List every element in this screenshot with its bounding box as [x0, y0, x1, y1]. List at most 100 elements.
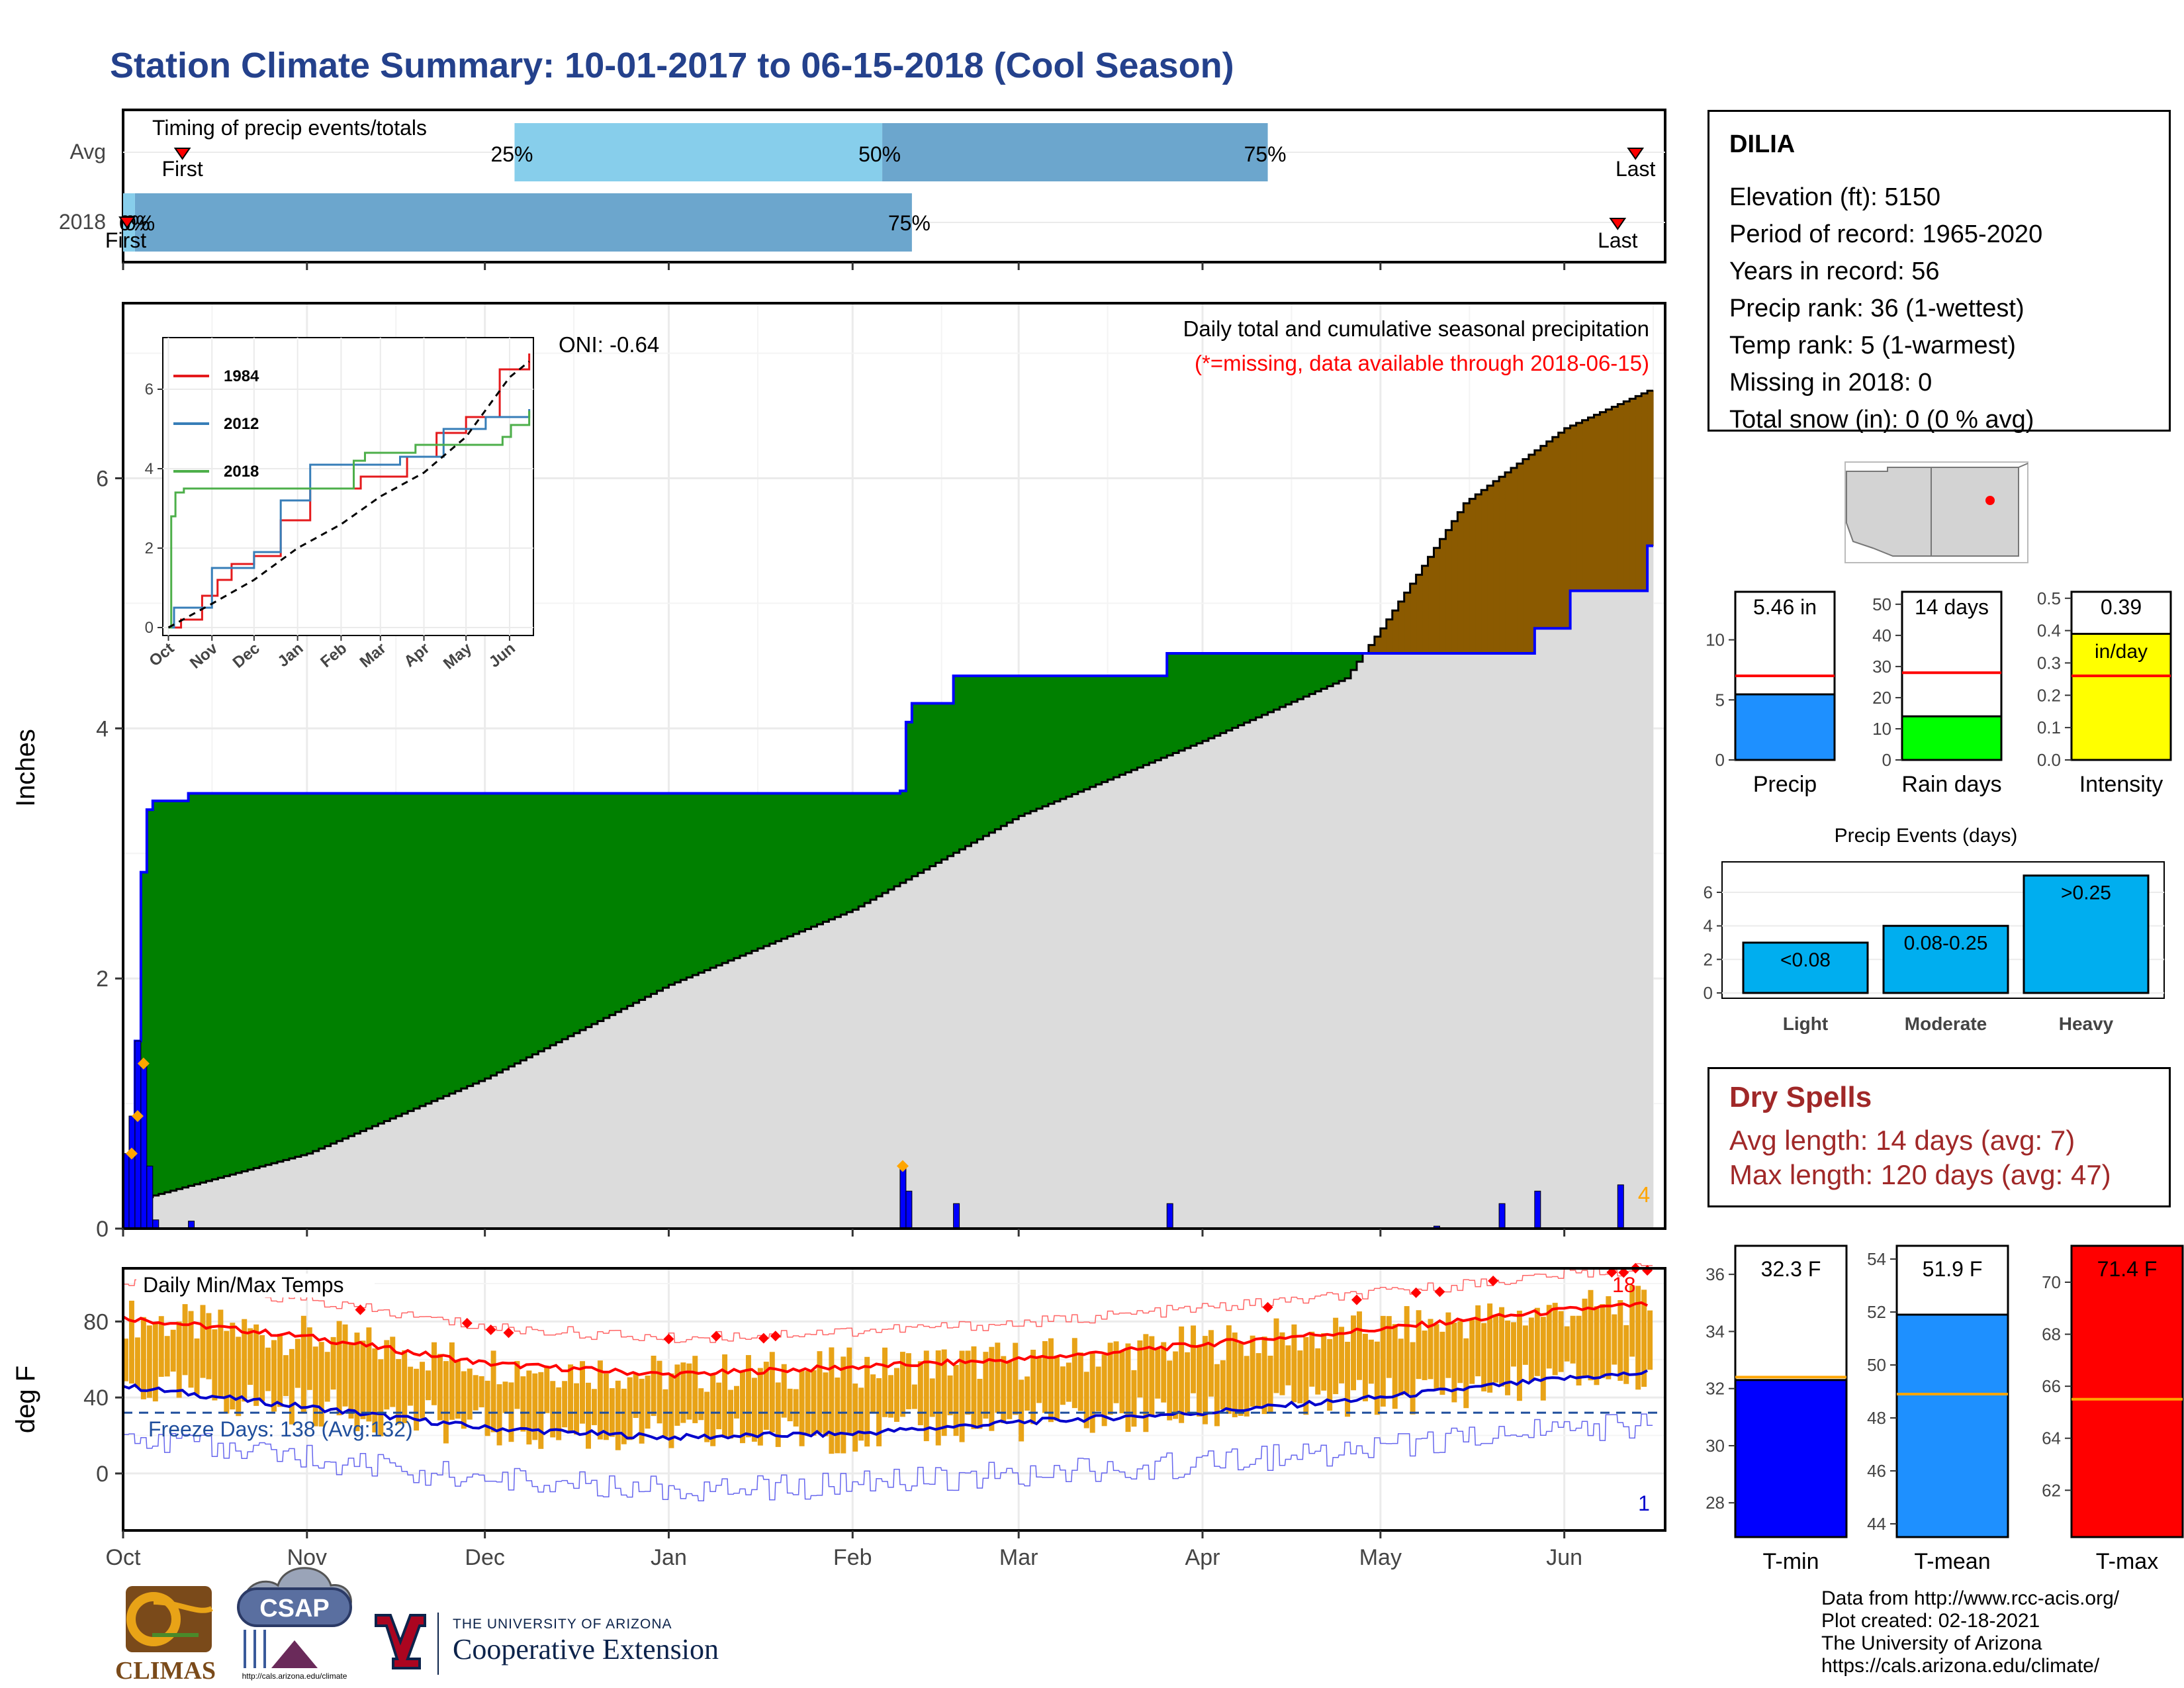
temp-daily-bar [1261, 1336, 1267, 1415]
temp-daily-bar [473, 1375, 478, 1411]
temp-y-tick-label: 80 [83, 1309, 109, 1335]
heavy-event-marker [125, 1147, 138, 1160]
credits: Data from http://www.rcc-acis.org/ Plot … [1821, 1587, 2119, 1677]
temp-daily-bar [751, 1378, 757, 1442]
temp-daily-bar [965, 1350, 971, 1415]
temp-daily-bar [1007, 1360, 1013, 1419]
record-high-marker [1410, 1287, 1422, 1298]
temp-title: Daily Min/Max Temps [143, 1273, 343, 1297]
temp-daily-bar [426, 1370, 431, 1401]
tmean-stat-tick-label: 52 [1867, 1302, 1886, 1322]
temp-daily-bar [306, 1327, 312, 1390]
tmean-stat-value-bar [1895, 1313, 2009, 1538]
tmax-stat-tick-label: 64 [2042, 1429, 2061, 1448]
temp-daily-bar [336, 1321, 342, 1416]
oni-label: ONI: -0.64 [559, 332, 659, 357]
temp-daily-bar [1273, 1318, 1279, 1393]
temp-daily-bar [995, 1342, 1001, 1413]
temp-daily-bar [1327, 1338, 1333, 1411]
temp-daily-bar [1552, 1303, 1558, 1376]
temp-daily-bar [603, 1373, 609, 1440]
month-axis: Oct Nov Dec Jan Feb Mar Apr May Jun [106, 1530, 1582, 1570]
events-bar-label: <0.08 [1780, 949, 1831, 971]
events-bar-label: >0.25 [2061, 882, 2111, 904]
ua-text: THE UNIVERSITY OF ARIZONA Cooperative Ex… [453, 1617, 719, 1666]
tmax-stat-value-bar [2070, 1244, 2184, 1538]
temp-daily-bar [1119, 1350, 1125, 1414]
temp-daily-bar [1576, 1315, 1582, 1385]
tmax-stat-tick-label: 62 [2042, 1480, 2061, 1500]
month-tick-label: May [1359, 1545, 1402, 1570]
temp-daily-bar [544, 1366, 550, 1413]
heavy-event-marker [896, 1160, 909, 1172]
temp-daily-bar [1516, 1310, 1522, 1401]
intensity-stat-axis-label: Intensity [2079, 772, 2163, 797]
precip-panel: 0 2 4 6 Inches Daily total and cumulative s… [11, 302, 1666, 1242]
timing-avg-first-label: First [162, 157, 203, 181]
temp-daily-bar [384, 1340, 390, 1410]
timing-2018-last-label: Last [1598, 228, 1638, 252]
timing-avg-first-marker [173, 148, 191, 160]
timing-avg-last-label: Last [1615, 157, 1656, 181]
ua-small-text: THE UNIVERSITY OF ARIZONA [453, 1617, 672, 1632]
record-high-line [123, 1263, 1653, 1343]
temp-daily-bar [911, 1384, 917, 1409]
tmean-stat-tick-label: 46 [1867, 1461, 1886, 1481]
temp-daily-bar [1077, 1352, 1083, 1411]
temp-daily-bar [354, 1333, 360, 1431]
temp-daily-bar [140, 1317, 146, 1399]
precip-stat-tick-label: 0 [1715, 750, 1725, 770]
intensity-stat-tick-label: 0.0 [2037, 750, 2061, 770]
temp-daily-bar [372, 1348, 378, 1432]
temp-daily-bar [1220, 1360, 1226, 1410]
temp-daily-bar [763, 1362, 769, 1430]
temp-daily-bar [128, 1300, 134, 1384]
temp-daily-bar [941, 1349, 947, 1436]
temp-lines [122, 1262, 1665, 1502]
temp-daily-bar [538, 1372, 544, 1449]
temp-daily-bar [745, 1355, 751, 1438]
intensity-stat-value-label: 0.39 [2101, 595, 2142, 619]
temp-daily-bar [1528, 1317, 1534, 1382]
temp-daily-bar [1149, 1336, 1155, 1417]
temp-daily-bar [781, 1364, 787, 1418]
tmax-stat-tick-label: 68 [2042, 1325, 2061, 1344]
temp-daily-bar [876, 1378, 882, 1446]
timing-avg-bar-50-75 [882, 123, 1268, 181]
temp-daily-bar [289, 1348, 295, 1425]
timing-2018-first-marker [118, 216, 136, 229]
raindays-stat-value-bar [1901, 715, 2003, 761]
precip-missing-note: (*=missing, data available through 2018-… [1195, 351, 1649, 375]
temp-daily-bar [1410, 1342, 1416, 1415]
temp-daily-bar [158, 1316, 164, 1377]
temp-daily-bar [236, 1336, 242, 1417]
csap-logo: CSAP http://cals.arizona.edu/climate [237, 1567, 352, 1681]
temp-daily-bar [1357, 1311, 1362, 1380]
temp-daily-bar [1416, 1310, 1422, 1380]
station-name: DILIA [1729, 130, 1796, 158]
temp-daily-bar [1398, 1338, 1404, 1395]
temp-daily-bar [609, 1388, 615, 1437]
temp-daily-bar [1570, 1315, 1576, 1364]
temp-daily-bar [1612, 1314, 1617, 1365]
temp-daily-bar [1457, 1321, 1463, 1383]
temp-daily-bar [645, 1376, 651, 1429]
precip-stat-value-bar [1734, 693, 1836, 761]
temp-daily-bar [1255, 1353, 1261, 1407]
timing-avg-p50-label: 50% [858, 142, 901, 166]
temp-daily-bar [176, 1321, 182, 1398]
temp-daily-bar [639, 1378, 645, 1444]
temp-daily-bar [200, 1305, 206, 1378]
temp-daily-bar [1238, 1342, 1244, 1416]
events-y-tick-label: 2 [1704, 949, 1713, 969]
temp-y-label: deg F [11, 1366, 40, 1433]
temp-daily-bar [651, 1356, 657, 1417]
timing-2018-p75-label: 75% [888, 211, 931, 235]
inset-series-2012 [168, 409, 531, 629]
temp-daily-bar [858, 1387, 864, 1441]
temp-daily-bar [1428, 1319, 1433, 1380]
intensity-stat-value-bar [2070, 633, 2172, 761]
temp-daily-bar [402, 1350, 408, 1423]
temp-daily-bar [1499, 1307, 1505, 1387]
temp-daily-bar [1167, 1360, 1173, 1421]
